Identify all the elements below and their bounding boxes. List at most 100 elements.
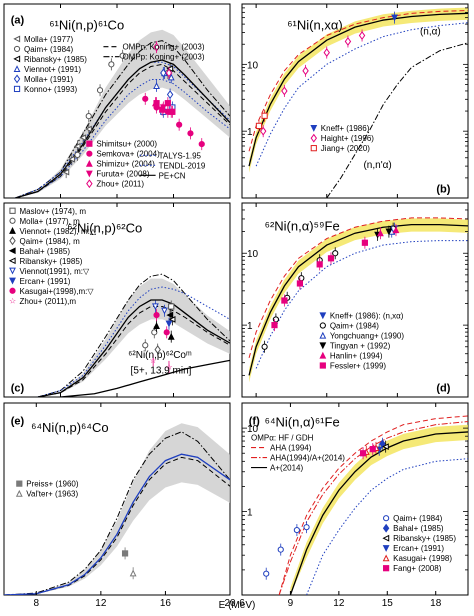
panel-c-data-point (165, 320, 173, 328)
panel-f-legend-entry: AHA(1994)/A+(2014) (270, 454, 345, 463)
panel-c-legend-marker (9, 267, 16, 275)
panel-a-legend-entry: Viennot+ (1991) (24, 65, 81, 74)
panel-c-band-3 (37, 278, 230, 397)
panel-b-data-point (255, 122, 263, 129)
panel-b-title: ⁶¹Ni(n,xα) (287, 17, 342, 32)
panel-c-data-point: ☆ (165, 362, 172, 371)
panel-f-series-line-1 (278, 421, 468, 595)
panel-f-legend-marker (383, 565, 390, 572)
panel-a-data-point (73, 142, 81, 150)
panel-f-legend-entry: Ercan+ (1991) (393, 544, 444, 553)
panel-a-legend-marker (13, 55, 21, 63)
panel-c-legend-marker: ☆ (9, 296, 16, 305)
panel-c-data-point (142, 342, 149, 349)
panel-b-annotation: (n,α) (420, 26, 441, 37)
panel-d-data-point (296, 280, 304, 287)
panel-d-band-0 (249, 218, 468, 383)
panel-d-legend-marker (319, 312, 327, 320)
panel-a-data-point (153, 42, 160, 52)
panel-f-legend-entry: Ribansky+ (1985) (393, 534, 456, 543)
panel-e-legend-marker (15, 489, 23, 497)
panel-a-legend-marker (13, 85, 21, 93)
panel-d-legend-marker (319, 362, 326, 369)
panel-f-data-point (359, 450, 367, 457)
panel-c-legend-marker (9, 236, 16, 246)
panel-e: 8 12 16 20 ⁶⁴Ni(n,p)⁶⁴Co (e) Preiss+ (1960)Val… (3, 402, 236, 609)
panel-a-legend-entry: OMPn: Koning+ (2003) (122, 43, 204, 52)
panel-a-legend-marker (86, 150, 93, 157)
panel-c: ☆☆⁶²Ni(n,p)⁶²Coᵐ[5+, 13.9 min]⁶²Ni(n,p)⁶… (3, 202, 231, 398)
panel-d-legend-entry: Hanlin+ (1994) (330, 352, 383, 361)
panel-e-xtick-label: 12 (95, 598, 107, 609)
panel-e-series-line-0 (4, 431, 230, 595)
panel-d-data-point (361, 239, 368, 246)
panel-a-data-point (160, 68, 167, 78)
panel-f-xtick-label: 15 (382, 598, 394, 609)
panel-a-legend-marker (85, 170, 93, 178)
panel-d-series-line-1 (248, 217, 468, 359)
panel-a-legend-marker (13, 35, 21, 43)
panel-a-data-point (85, 125, 92, 133)
panel-f-xtick-label: 9 (288, 598, 294, 609)
panel-f-xtick-label: 12 (333, 598, 345, 609)
panel-a-series-line-2 (15, 78, 230, 198)
panel-a-data-point (152, 99, 159, 107)
panel-f-legend-entry: AHA (1994) (270, 444, 312, 453)
panel-a-data-point (142, 95, 149, 102)
panel-d-title: ⁶²Ni(n,α)⁵⁹Fe (265, 218, 340, 233)
panel-b: 1 10 (n,α) (n,n'α) ⁶¹Ni(n,xα) (b) Kneff+ (1986… (241, 3, 469, 199)
panel-a-band-4 (15, 29, 230, 198)
panel-c-legend-entry: Viennot+ (1982), m:△ (20, 227, 97, 236)
panel-a-legend-marker (13, 45, 21, 53)
panel-d-data-point (298, 275, 305, 282)
panel-d-legend-marker (319, 351, 327, 359)
panel-b-data-point (259, 126, 267, 136)
panel-b-data-point (261, 112, 268, 119)
panel-c-annotation: ⁶²Ni(n,p)⁶²Coᵐ (128, 350, 192, 361)
panel-c-legend-marker (9, 227, 16, 234)
panel-c-data-point (153, 322, 160, 329)
panel-a-legend-entry: TENDL-2019 (159, 161, 206, 170)
panel-a-series-line-0 (15, 63, 230, 198)
panel-c-legend-entry: Viennot(1991), m:▽ (20, 267, 90, 276)
panel-a-data-point (85, 112, 92, 120)
panel-c-data-point (163, 329, 170, 336)
panel-b-frame (241, 3, 469, 199)
panel-f-legend-entry: Qaim+ (1984) (393, 514, 442, 523)
panel-c-legend-entry: Qaim+ (1984), m (20, 237, 81, 246)
panel-a: ⁶¹Ni(n,p)⁶¹Co (a) Molla+ (1977)Qaim+ (1984… (3, 3, 231, 199)
panel-b-legend-entry: Kneff+ (1986) (321, 124, 370, 133)
panel-c-data-point (153, 311, 160, 319)
panel-a-data-point (74, 151, 81, 158)
panel-a-legend-entry: Zhou+ (2011) (96, 180, 144, 189)
panel-c-legend-entry: Bahal+ (1985) (20, 247, 71, 256)
panel-d-data-point (316, 261, 323, 268)
panel-d-data-point (392, 226, 400, 234)
panel-a-legend-entry: OMPp: Koning+ (2003) (122, 53, 204, 62)
panel-c-legend-marker (9, 217, 16, 224)
panel-f-legend-marker (382, 545, 390, 552)
panel-a-label: (a) (11, 15, 25, 27)
panel-a-data-point (79, 134, 87, 142)
panel-a-legend-marker (13, 65, 21, 73)
panel-d-legend-entry: Yongchuang+ (1990) (330, 332, 405, 341)
panel-f-data-point (381, 443, 389, 451)
panel-e-xtick-label: 16 (160, 598, 172, 609)
panel-a-data-point (62, 168, 70, 176)
panel-a-legend-entry: TALYS-1.95 (159, 151, 202, 160)
panel-a-series-line-1 (15, 40, 230, 198)
panel-c-legend-marker (8, 257, 16, 265)
panel-c-data-point (161, 307, 168, 315)
panel-f-ytick-label: 1 (247, 508, 253, 519)
panel-c-legend-entry: Ribansky+ (1985) (20, 257, 83, 266)
panel-a-data-point (166, 65, 174, 73)
panel-e-legend-entry: Preiss+ (1960) (26, 480, 79, 489)
panel-c-legend-entry: Ercan+ (1991) (20, 277, 71, 286)
panel-c-data-point (168, 303, 175, 310)
panel-a-legend-marker (13, 74, 21, 84)
panel-c-legend-marker (9, 287, 16, 294)
panel-c-series-line-2 (37, 286, 230, 397)
panel-d-data-point (377, 229, 384, 237)
panel-d-legend-entry: Kneff+ (1986): (n,xα) (330, 312, 404, 321)
